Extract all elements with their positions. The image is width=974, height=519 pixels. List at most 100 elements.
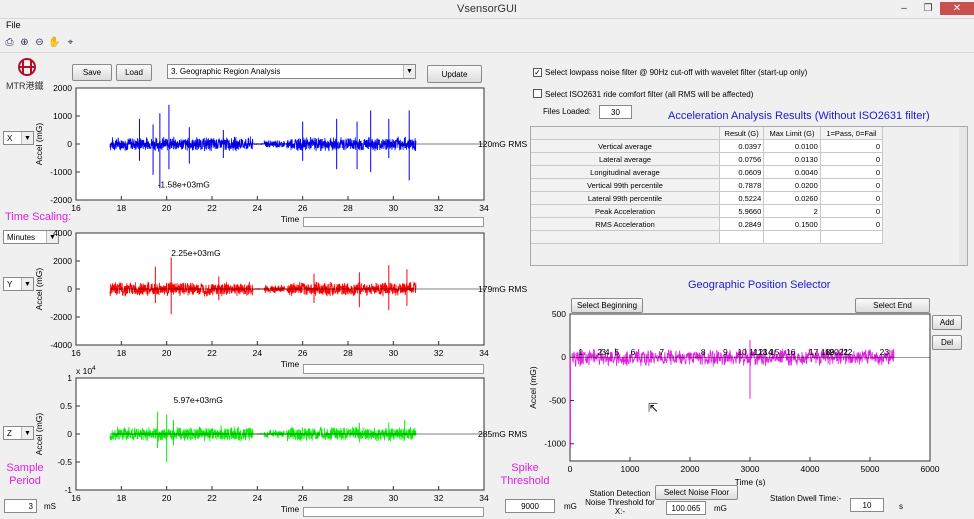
- y-tick-label: -0.5: [57, 457, 72, 467]
- close-button[interactable]: ✕: [940, 2, 974, 15]
- mode-select[interactable]: 3. Geographic Region Analysis ▼: [167, 64, 416, 79]
- x-tick-label: 16: [71, 203, 81, 213]
- zoom-out-icon[interactable]: ⊖: [35, 37, 44, 48]
- rms-label: 285mG RMS: [478, 429, 527, 439]
- select-noise-floor-button[interactable]: Select Noise Floor: [655, 485, 738, 500]
- noise-threshold-field[interactable]: 100.065: [666, 501, 706, 515]
- x-tick-label: 26: [298, 493, 308, 503]
- lowpass-checkbox[interactable]: ✓: [533, 68, 542, 77]
- select-beginning-button[interactable]: Select Beginning: [571, 298, 643, 313]
- x-tick-label: 16: [71, 348, 81, 358]
- pan-hand-icon[interactable]: ✋: [48, 37, 61, 48]
- maximize-button[interactable]: ❐: [923, 3, 933, 14]
- station-marker: 16: [786, 347, 796, 357]
- y-axis-label: Accel (mG): [34, 268, 44, 311]
- time-scaling-value: Minutes: [7, 232, 36, 242]
- x-time-slider[interactable]: [303, 217, 484, 227]
- row-label[interactable]: Lateral 99th percentile: [530, 191, 720, 205]
- station-marker: 20: [829, 347, 839, 357]
- table-row: Vertical average 0.0397 0.0100 0: [530, 139, 884, 153]
- iso-checkbox[interactable]: [533, 89, 542, 98]
- exponent-power: 4: [92, 365, 96, 372]
- station-marker: 2: [598, 347, 603, 357]
- geo-x-tick-label: 5000: [861, 464, 880, 474]
- save-button[interactable]: Save: [72, 64, 112, 81]
- peak-annotation: 5.97e+03mG: [173, 395, 222, 405]
- y-axis-select[interactable]: Y ▼: [3, 277, 34, 291]
- chevron-down-icon: ▼: [21, 427, 33, 439]
- load-button[interactable]: Load: [116, 64, 152, 81]
- x-tick-label: 26: [298, 348, 308, 358]
- z-axis-select[interactable]: Z ▼: [3, 426, 34, 440]
- station-marker: 1: [578, 347, 583, 357]
- menu-file[interactable]: File: [6, 20, 21, 30]
- results-table: Result (G) Max Limit (G) 1=Pass, 0=Fail …: [530, 126, 884, 244]
- table-header-row: Result (G) Max Limit (G) 1=Pass, 0=Fail: [530, 126, 884, 140]
- data-cursor-icon[interactable]: ⌖: [67, 37, 74, 48]
- y-tick-label: 4000: [53, 228, 72, 238]
- x-axis-select[interactable]: X ▼: [3, 131, 34, 145]
- add-button[interactable]: Add: [932, 315, 962, 330]
- minimize-button[interactable]: –: [901, 3, 907, 14]
- station-marker: 7: [659, 347, 664, 357]
- table-row: Longitudinal average 0.0609 0.0040 0: [530, 165, 884, 179]
- row-label[interactable]: Vertical 99th percentile: [530, 178, 720, 192]
- x-tick-label: 26: [298, 203, 308, 213]
- results-scrollbar[interactable]: [959, 127, 967, 265]
- mtr-logo-mark: [18, 58, 36, 76]
- update-button[interactable]: Update: [427, 65, 482, 83]
- sample-period-field[interactable]: 3: [4, 499, 37, 513]
- x-tick-label: 22: [207, 203, 217, 213]
- time-scaling-select[interactable]: Minutes ▼: [3, 230, 59, 244]
- row-label[interactable]: Lateral average: [530, 152, 720, 166]
- x-tick-label: 34: [479, 203, 489, 213]
- y-axis-value: Y: [7, 279, 13, 289]
- time-scaling-label: Time Scaling:: [5, 211, 72, 223]
- rms-label: 179mG RMS: [478, 284, 527, 294]
- table-row-empty: [530, 230, 884, 244]
- col-pass: 1=Pass, 0=Fail: [819, 126, 884, 140]
- y-tick-label: 1: [67, 373, 72, 383]
- station-marker: 23: [880, 347, 890, 357]
- noise-unit: mG: [714, 504, 727, 513]
- z-time-slider[interactable]: [303, 507, 484, 517]
- dwell-time-field[interactable]: 10: [850, 498, 884, 512]
- y-tick-label: -2000: [50, 195, 72, 205]
- del-button[interactable]: Del: [932, 335, 962, 350]
- zoom-in-icon[interactable]: ⊕: [20, 37, 29, 48]
- geo-x-tick-label: 0: [568, 464, 573, 474]
- dwell-unit: s: [899, 502, 903, 511]
- dwell-label: Station Dwell Time:-: [770, 494, 842, 503]
- chevron-down-icon: ▼: [21, 278, 33, 290]
- y-time-slider[interactable]: [303, 364, 484, 374]
- geo-title: Geographic Position Selector: [688, 279, 831, 291]
- select-end-button[interactable]: Select End: [855, 298, 930, 313]
- chevron-down-icon: ▼: [46, 231, 58, 243]
- y-tick-label: -2000: [50, 312, 72, 322]
- station-marker: 18: [821, 347, 831, 357]
- x-tick-label: 20: [162, 348, 172, 358]
- row-label[interactable]: Peak Acceleration: [530, 204, 720, 218]
- y-tick-label: -1000: [50, 167, 72, 177]
- plot-z[interactable]: 1 0.5 0 -0.5 -116 18 20 22 24 26 28 30 32 34 Accel (mG…: [34, 365, 527, 514]
- files-loaded-field[interactable]: 30: [599, 105, 632, 119]
- print-icon[interactable]: ⎙: [5, 37, 14, 48]
- geo-trace: [571, 347, 895, 367]
- station-marker: 22: [843, 347, 853, 357]
- spike-threshold-field[interactable]: 9000: [505, 499, 555, 513]
- x-tick-label: 34: [479, 493, 489, 503]
- row-label[interactable]: Vertical average: [530, 139, 720, 153]
- rms-label: 120mG RMS: [478, 139, 527, 149]
- station-marker: 15: [770, 347, 780, 357]
- x-axis-label: Time: [281, 359, 300, 369]
- geo-y-tick-label: 500: [552, 309, 566, 319]
- exponent-label: x 10: [76, 366, 92, 376]
- geo-x-tick-label: 3000: [741, 464, 760, 474]
- y-tick-label: -1: [64, 485, 72, 495]
- x-tick-label: 24: [253, 348, 263, 358]
- row-label[interactable]: RMS Acceleration: [530, 217, 720, 231]
